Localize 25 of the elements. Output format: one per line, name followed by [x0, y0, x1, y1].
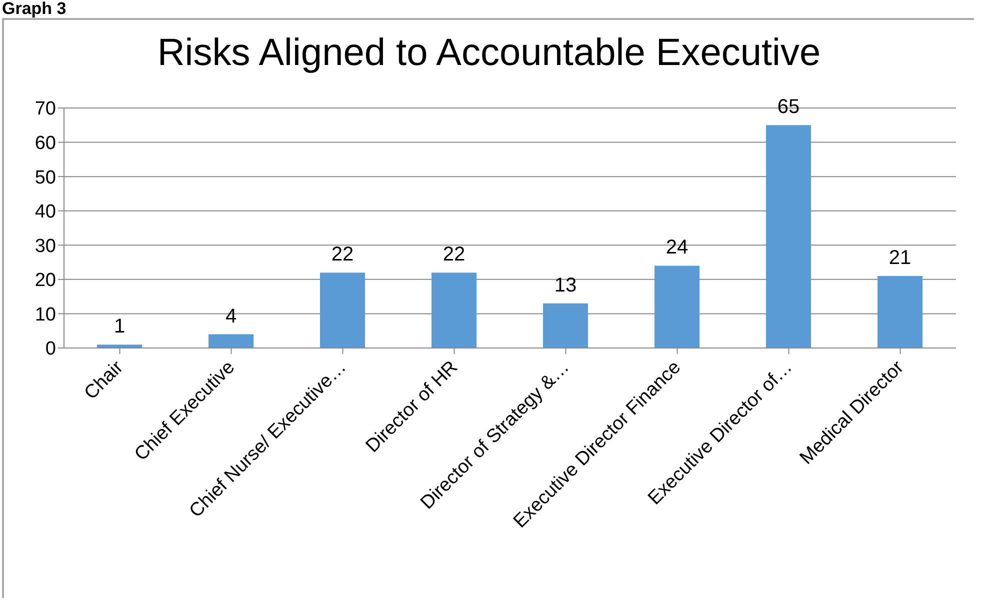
- data-label: 21: [888, 247, 912, 269]
- y-tick-label: 40: [34, 202, 56, 223]
- data-label: 4: [225, 305, 237, 328]
- caption: Graph 3: [2, 0, 66, 18]
- data-label: 24: [666, 236, 688, 259]
- chart-title: Risks Aligned to Accountable Executive: [156, 32, 822, 75]
- bar: [654, 266, 700, 348]
- bar: [208, 334, 254, 348]
- data-label: 1: [114, 316, 126, 338]
- y-tick-label: 10: [34, 304, 56, 326]
- bar: [432, 272, 476, 348]
- data-label: 65: [777, 96, 800, 118]
- bar: [766, 125, 811, 348]
- y-tick-label: 30: [34, 236, 56, 257]
- data-label: 13: [554, 274, 577, 296]
- data-label: 22: [331, 244, 354, 266]
- bar: [320, 272, 365, 348]
- y-tick-label: 50: [34, 167, 56, 188]
- y-tick-label: 60: [34, 133, 56, 154]
- y-tick-label: 20: [34, 270, 56, 292]
- data-label: 22: [442, 244, 466, 266]
- y-tick-label: 0: [45, 338, 56, 360]
- y-tick-label: 70: [34, 98, 56, 120]
- bar: [878, 276, 922, 348]
- bar: [543, 303, 588, 348]
